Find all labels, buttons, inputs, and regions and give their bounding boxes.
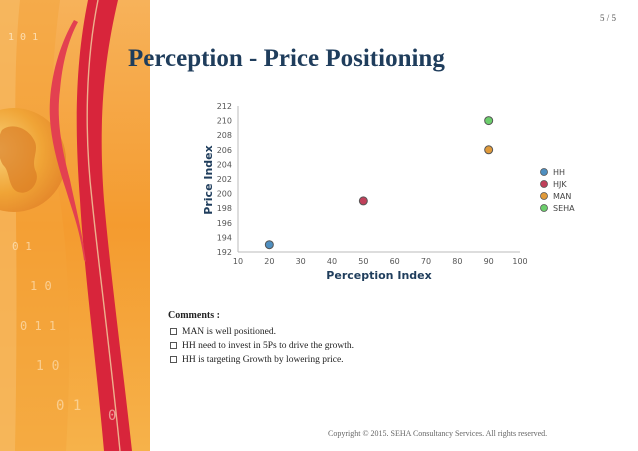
x-tick-label: 70: [421, 257, 431, 266]
legend-marker: [540, 168, 548, 176]
data-point-hh[interactable]: [264, 240, 274, 250]
y-tick-label: 210: [217, 117, 232, 126]
legend-label: HH: [553, 168, 565, 177]
comment-text: HH need to invest in 5Ps to drive the gr…: [182, 341, 355, 351]
y-tick-label: 212: [217, 102, 232, 111]
x-tick-label: 60: [390, 257, 400, 266]
y-tick-label: 198: [217, 204, 232, 213]
x-tick-label: 100: [512, 257, 527, 266]
comment-item: HH need to invest in 5Ps to drive the gr…: [168, 339, 354, 353]
copyright-notice: Copyright © 2015. SEHA Consultancy Servi…: [328, 429, 548, 438]
comment-text: HH is targeting Growth by lowering price…: [182, 355, 344, 365]
svg-text:0 1: 0 1: [56, 398, 81, 414]
legend-marker: [540, 180, 548, 188]
x-tick-label: 20: [264, 257, 274, 266]
x-tick-label: 40: [327, 257, 337, 266]
y-tick-label: 204: [217, 160, 232, 169]
legend-marker: [540, 204, 548, 212]
y-tick-labels: 192 194 196 198 200 202 204 206 208 210 212: [217, 102, 232, 257]
x-tick-label: 10: [233, 257, 243, 266]
page-number: 5 / 5: [599, 13, 616, 23]
y-tick-label: 206: [217, 146, 232, 155]
y-tick-label: 202: [217, 175, 232, 184]
data-point-man[interactable]: [484, 145, 494, 155]
x-tick-labels: 10 20 30 40 50 60 70 80 90 100: [233, 257, 528, 266]
y-tick-label: 194: [217, 233, 232, 242]
legend-marker: [540, 192, 548, 200]
comment-item: MAN is well positioned.: [168, 325, 354, 339]
legend-label: MAN: [553, 192, 571, 201]
x-axis-label: Perception Index: [326, 269, 431, 282]
y-tick-label: 192: [217, 248, 232, 257]
svg-text:1 0: 1 0: [30, 279, 52, 293]
scatter-chart: 192 194 196 198 200 202 204 206 208 210 212 10 20 30…: [202, 102, 575, 282]
y-tick-label: 200: [217, 190, 232, 199]
data-point-seha[interactable]: [484, 116, 494, 126]
x-tick-label: 90: [484, 257, 494, 266]
data-point-hjk[interactable]: [358, 196, 368, 206]
y-tick-label: 196: [217, 219, 232, 228]
svg-text:0 1 1: 0 1 1: [20, 319, 56, 333]
comment-item: HH is targeting Growth by lowering price…: [168, 353, 354, 367]
chart-legend: HH HJK MAN SEHA: [540, 168, 575, 213]
bullet-square-icon: [170, 341, 177, 349]
x-tick-label: 30: [296, 257, 306, 266]
x-tick-label: 80: [452, 257, 462, 266]
y-tick-label: 208: [217, 131, 232, 140]
x-tick-label: 50: [358, 257, 368, 266]
bullet-square-icon: [170, 355, 177, 363]
slide-title: Perception - Price Positioning: [128, 45, 445, 72]
legend-label: SEHA: [553, 204, 575, 213]
comments-section: Comments : MAN is well positioned. HH ne…: [168, 310, 354, 367]
legend-label: HJK: [553, 180, 567, 189]
data-points: [264, 116, 494, 250]
y-axis-label: Price Index: [202, 145, 215, 214]
svg-text:1 0 1: 1 0 1: [8, 32, 38, 43]
comment-text: MAN is well positioned.: [182, 327, 276, 337]
svg-text:0: 0: [108, 408, 116, 424]
svg-text:1 0: 1 0: [36, 359, 59, 374]
comments-title: Comments :: [168, 310, 220, 321]
bullet-square-icon: [170, 327, 177, 335]
decorative-background-art: 1 0 1 0 1 1 0 0 1 1 1 0 0 1 0: [0, 0, 150, 451]
svg-text:0 1: 0 1: [12, 240, 32, 253]
